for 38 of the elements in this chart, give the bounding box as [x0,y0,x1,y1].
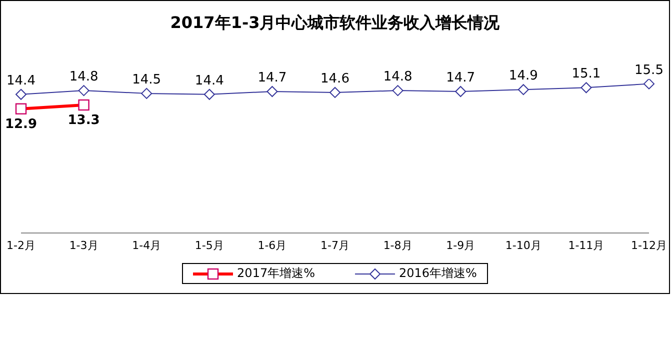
point [204,88,215,100]
x-tick-label: 1-9月 [446,238,476,252]
x-tick-label: 1-7月 [320,238,350,252]
point [266,86,278,98]
point [141,88,152,99]
x-tick-label: 1-11月 [568,238,604,252]
point [78,85,90,96]
data-label: 14.6 [320,71,350,86]
point [580,82,592,94]
x-tick-label: 1-12月 [631,238,667,252]
data-label: 14.7 [258,70,287,86]
data-label: 15.5 [634,62,664,78]
x-tick-label: 1-4月 [132,238,162,252]
x-tick-label: 1-2月 [6,238,36,252]
x-tick-label: 1-5月 [194,238,224,252]
x-tick-label: 1-3月 [69,238,98,252]
legend-label: 2017年增速% [237,265,315,282]
x-tick-label: 1-10月 [505,238,542,252]
data-label: 12.9 [4,117,38,132]
x-tick-label: 1-8月 [383,238,412,252]
data-label: 14.4 [194,73,224,88]
data-label: 14.5 [132,72,162,88]
chart-title: 2017年1-3月中心城市软件业务收入增长情况 [169,13,501,34]
point [16,88,26,100]
data-label: 14.7 [446,70,476,86]
legend-label: 2016年增速% [399,265,477,282]
data-label: 14.9 [508,68,538,84]
point [330,86,340,98]
data-label: 14.8 [69,70,98,85]
point [644,79,654,90]
data-label: 13.3 [68,113,100,128]
x-tick-label: 1-6月 [258,238,287,252]
point [518,84,529,96]
point [392,85,404,96]
data-label: 14.4 [6,73,36,88]
point [455,86,466,98]
data-label: 14.8 [383,70,412,85]
data-label: 15.1 [572,66,601,82]
